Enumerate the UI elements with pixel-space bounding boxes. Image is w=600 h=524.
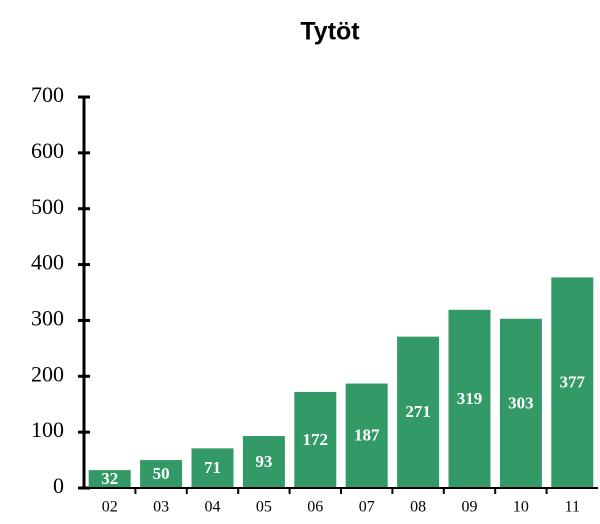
x-tick-label: 06 xyxy=(307,499,323,516)
value-label: 71 xyxy=(204,458,221,477)
value-label: 32 xyxy=(101,469,118,488)
x-tick-label: 10 xyxy=(513,499,529,516)
bar xyxy=(140,460,183,488)
y-tick-label: 600 xyxy=(31,138,64,163)
bar xyxy=(397,336,440,488)
x-tick-label: 02 xyxy=(102,499,118,516)
x-tick-label: 03 xyxy=(153,499,169,516)
y-tick-label: 100 xyxy=(31,417,64,442)
bar xyxy=(499,318,542,488)
chart-title: Tytöt xyxy=(300,18,360,46)
bar xyxy=(551,277,594,488)
value-label: 50 xyxy=(153,464,170,483)
value-label: 172 xyxy=(303,430,329,449)
value-label: 303 xyxy=(508,393,534,412)
bar xyxy=(191,448,234,488)
value-label: 377 xyxy=(560,373,586,392)
bar xyxy=(294,391,337,488)
y-tick-label: 300 xyxy=(31,305,64,330)
bar xyxy=(448,309,491,488)
x-tick-label: 05 xyxy=(256,499,272,516)
x-tick-label: 09 xyxy=(462,499,478,516)
value-label: 271 xyxy=(405,402,431,421)
bar xyxy=(88,470,131,488)
x-tick-label: 04 xyxy=(205,499,221,516)
x-tick-label: 11 xyxy=(565,499,580,516)
x-tick-label: 08 xyxy=(410,499,426,516)
y-tick-label: 0 xyxy=(53,473,64,498)
bar xyxy=(345,383,388,488)
value-label: 93 xyxy=(255,452,272,471)
y-tick-label: 700 xyxy=(31,82,64,107)
x-tick-label: 07 xyxy=(359,499,375,516)
bar xyxy=(242,436,285,488)
y-tick-label: 400 xyxy=(31,250,64,275)
y-tick-label: 500 xyxy=(31,194,64,219)
value-label: 187 xyxy=(354,426,380,445)
y-tick-label: 200 xyxy=(31,361,64,386)
value-label: 319 xyxy=(457,389,483,408)
